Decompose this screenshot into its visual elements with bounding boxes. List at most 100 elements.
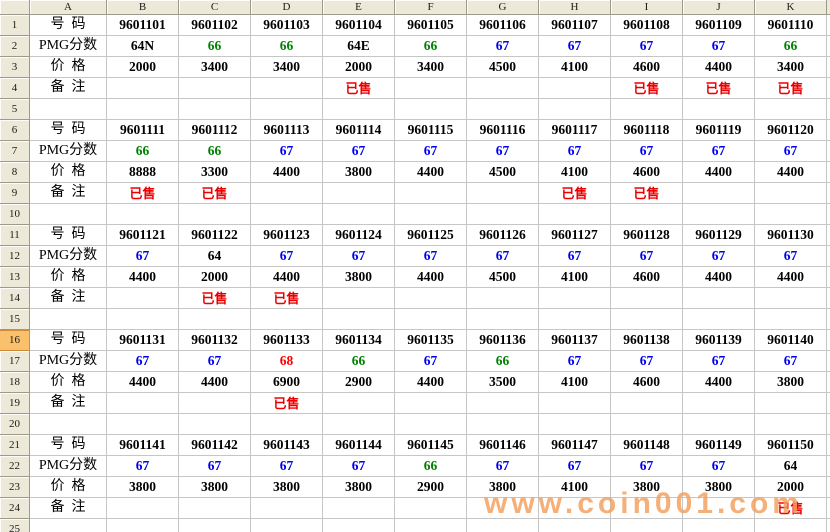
cell[interactable] [467, 414, 539, 435]
cell[interactable]: 9601144 [323, 435, 395, 456]
cell[interactable] [251, 414, 323, 435]
cell[interactable]: 64 [179, 246, 251, 267]
cell[interactable]: 9601129 [683, 225, 755, 246]
cell[interactable]: 3800 [179, 477, 251, 498]
row-label-cell[interactable]: 价 格 [30, 372, 107, 393]
row-header-19[interactable]: 19 [0, 393, 30, 414]
cell[interactable]: 9601140 [755, 330, 827, 351]
cell[interactable]: 67 [467, 141, 539, 162]
row-header-9[interactable]: 9 [0, 183, 30, 204]
cell[interactable]: 64E [323, 36, 395, 57]
cell[interactable]: 3400 [251, 57, 323, 78]
cell[interactable]: 9601128 [611, 225, 683, 246]
column-header-G[interactable]: G [467, 0, 539, 15]
row-header-5[interactable]: 5 [0, 99, 30, 120]
cell[interactable] [683, 99, 755, 120]
row-header-6[interactable]: 6 [0, 120, 30, 141]
cell[interactable] [107, 99, 179, 120]
cell[interactable]: 3800 [323, 477, 395, 498]
row-label-cell[interactable] [30, 99, 107, 120]
cell[interactable]: 4100 [539, 477, 611, 498]
cell[interactable]: 67 [611, 246, 683, 267]
column-header-H[interactable]: H [539, 0, 611, 15]
column-header-A[interactable]: A [30, 0, 107, 15]
cell[interactable]: 66 [251, 36, 323, 57]
cell[interactable] [683, 183, 755, 204]
cell[interactable] [323, 393, 395, 414]
cell[interactable]: 2000 [179, 267, 251, 288]
row-label-cell[interactable]: PMG分数 [30, 456, 107, 477]
cell[interactable]: 67 [467, 456, 539, 477]
cell[interactable] [395, 393, 467, 414]
cell[interactable]: 4100 [539, 57, 611, 78]
cell[interactable]: 68 [251, 351, 323, 372]
cell[interactable]: 已售 [251, 288, 323, 309]
cell[interactable] [395, 204, 467, 225]
cell[interactable] [467, 498, 539, 519]
cell[interactable]: 67 [251, 141, 323, 162]
row-header-25[interactable]: 25 [0, 519, 30, 532]
cell[interactable] [251, 498, 323, 519]
cell[interactable]: 4400 [251, 267, 323, 288]
cell[interactable] [755, 183, 827, 204]
cell[interactable] [179, 99, 251, 120]
row-label-cell[interactable]: 号 码 [30, 120, 107, 141]
cell[interactable]: 4500 [467, 57, 539, 78]
cell[interactable]: 3800 [467, 477, 539, 498]
row-header-8[interactable]: 8 [0, 162, 30, 183]
cell[interactable] [539, 78, 611, 99]
cell[interactable] [539, 498, 611, 519]
row-label-cell[interactable]: 号 码 [30, 435, 107, 456]
cell[interactable] [251, 204, 323, 225]
cell[interactable]: 67 [323, 246, 395, 267]
cell[interactable]: 9601117 [539, 120, 611, 141]
cell[interactable] [395, 183, 467, 204]
cell[interactable] [179, 414, 251, 435]
column-header-J[interactable]: J [683, 0, 755, 15]
row-header-2[interactable]: 2 [0, 36, 30, 57]
cell[interactable]: 4400 [395, 372, 467, 393]
row-label-cell[interactable]: 价 格 [30, 267, 107, 288]
cell[interactable] [107, 78, 179, 99]
cell[interactable]: 9601101 [107, 15, 179, 36]
cell[interactable] [611, 99, 683, 120]
cell[interactable] [467, 204, 539, 225]
cell[interactable]: 已售 [611, 78, 683, 99]
cell[interactable] [539, 519, 611, 532]
cell[interactable]: 已售 [611, 183, 683, 204]
cell[interactable] [395, 498, 467, 519]
cell[interactable]: 已售 [107, 183, 179, 204]
cell[interactable]: 9601127 [539, 225, 611, 246]
cell[interactable]: 67 [107, 351, 179, 372]
row-header-10[interactable]: 10 [0, 204, 30, 225]
cell[interactable]: 已售 [323, 78, 395, 99]
row-header-23[interactable]: 23 [0, 477, 30, 498]
cell[interactable]: 9601108 [611, 15, 683, 36]
cell[interactable] [251, 183, 323, 204]
cell[interactable]: 已售 [251, 393, 323, 414]
row-label-cell[interactable]: PMG分数 [30, 141, 107, 162]
cell[interactable]: 已售 [179, 183, 251, 204]
cell[interactable]: 9601106 [467, 15, 539, 36]
row-label-cell[interactable]: PMG分数 [30, 351, 107, 372]
cell[interactable]: 9601134 [323, 330, 395, 351]
cell[interactable] [395, 414, 467, 435]
cell[interactable]: 9601107 [539, 15, 611, 36]
cell[interactable]: 9601138 [611, 330, 683, 351]
cell[interactable]: 9601123 [251, 225, 323, 246]
cell[interactable]: 已售 [683, 78, 755, 99]
cell[interactable]: 67 [251, 246, 323, 267]
cell[interactable]: 4100 [539, 372, 611, 393]
cell[interactable]: 9601149 [683, 435, 755, 456]
cell[interactable] [323, 99, 395, 120]
row-label-cell[interactable]: 备 注 [30, 288, 107, 309]
cell[interactable]: 4400 [755, 267, 827, 288]
cell[interactable]: 4600 [611, 372, 683, 393]
cell[interactable] [683, 414, 755, 435]
select-all-corner[interactable] [0, 0, 30, 15]
cell[interactable] [539, 393, 611, 414]
cell[interactable]: 66 [755, 36, 827, 57]
cell[interactable] [107, 309, 179, 330]
cell[interactable]: 67 [683, 141, 755, 162]
cell[interactable]: 9601146 [467, 435, 539, 456]
